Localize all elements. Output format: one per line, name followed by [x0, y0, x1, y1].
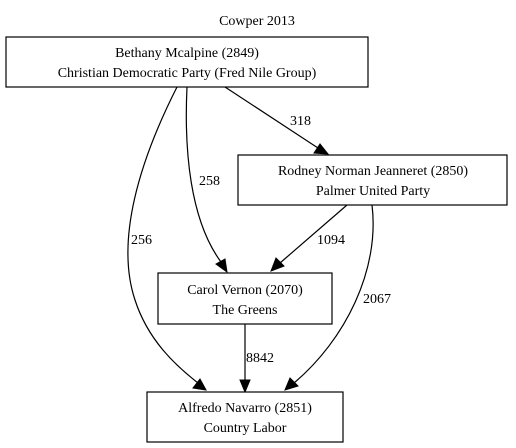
edge-label: 8842	[246, 351, 274, 366]
edge-vernon-to-navarro: 8842	[239, 324, 274, 394]
node-party: Christian Democratic Party (Fred Nile Gr…	[58, 66, 317, 81]
edge-mcalpine-to-navarro: 256	[127, 86, 207, 391]
edge-label: 318	[290, 114, 311, 129]
node-party: The Greens	[213, 303, 278, 318]
diagram-title: Cowper 2013	[219, 14, 295, 29]
node-name: Bethany Mcalpine (2849)	[115, 46, 259, 61]
edge-mcalpine-to-vernon: 258	[185, 86, 228, 274]
node-name: Carol Vernon (2070)	[187, 283, 303, 298]
node-name: Rodney Norman Jeanneret (2850)	[278, 164, 468, 179]
edge-jeanneret-to-navarro: 2067	[284, 204, 391, 391]
node-party: Palmer United Party	[316, 184, 430, 199]
edge-label: 258	[199, 174, 220, 189]
node-mcalpine: Bethany Mcalpine (2849) Christian Democr…	[5, 36, 369, 88]
edge-mcalpine-to-jeanneret: 318	[224, 86, 330, 155]
node-vernon: Carol Vernon (2070) The Greens	[157, 272, 333, 325]
edge-label: 256	[131, 233, 152, 248]
edge-label: 1094	[317, 233, 345, 248]
node-navarro: Alfredo Navarro (2851) Country Labor	[146, 391, 344, 443]
node-name: Alfredo Navarro (2851)	[178, 401, 312, 416]
edge-jeanneret-to-vernon: 1094	[270, 204, 348, 272]
node-jeanneret: Rodney Norman Jeanneret (2850) Palmer Un…	[237, 154, 508, 206]
node-party: Country Labor	[204, 421, 287, 436]
edge-label: 2067	[363, 292, 391, 307]
